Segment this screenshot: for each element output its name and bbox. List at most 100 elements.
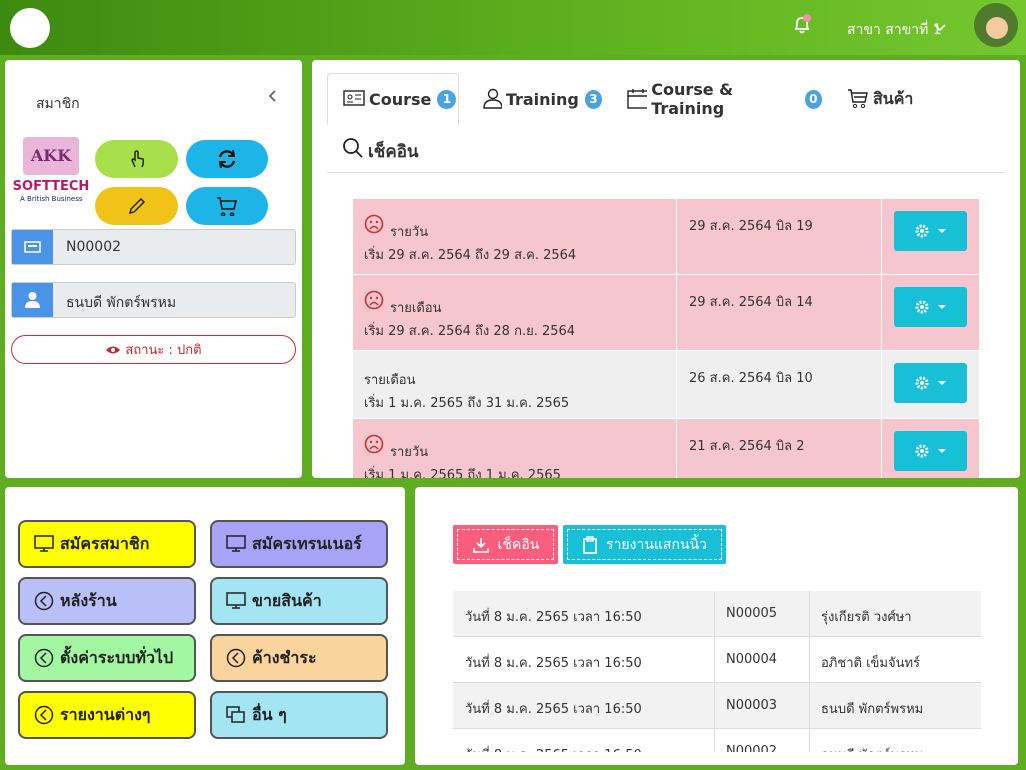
edit-button[interactable]: [95, 187, 178, 225]
chevron-down: [934, 24, 946, 32]
checkin-cell: วันที่ 8 ม.ค. 2565 เวลา 16:50: [465, 656, 642, 671]
tab[interactable]: Course 1: [327, 73, 459, 125]
course-name: รายวัน: [390, 445, 429, 460]
menu-button[interactable]: ตั้งค่าระบบทั่วไป: [18, 634, 196, 682]
tab-badge: 1: [437, 89, 457, 109]
app-logo[interactable]: [10, 8, 50, 48]
member-panel: สมาชิก AKK SOFTTECH A British Business N…: [5, 60, 302, 478]
monitor-icon: [226, 535, 246, 552]
menu-button[interactable]: ขายสินค้า: [210, 577, 388, 625]
course-row: รายเดือน เริ่ม 29 ส.ค. 2564 ถึง 28 ก.ย. 2…: [353, 275, 979, 351]
logo-letters: AKK: [23, 137, 79, 175]
member-id-field: N00002: [11, 229, 296, 265]
settings-button[interactable]: [894, 431, 967, 471]
button-frame: รายงานแสกนนิ้ว: [567, 529, 722, 560]
course-panel: Course 1 Training 3 Course & Training 0 สินค้า…: [312, 60, 1020, 478]
action-button[interactable]: เช็คอิน: [453, 525, 558, 564]
menu-panel: สมัครสมาชิก สมัครเทรนเนอร์หลังร้าน ขายสินค…: [5, 487, 405, 765]
tab-label: Course & Training: [651, 80, 734, 118]
user-icon: [483, 88, 502, 109]
cart-icon: [848, 89, 868, 109]
cell-divider: [676, 275, 677, 350]
course-period: เริ่ม 29 ส.ค. 2564 ถึง 29 ส.ค. 2564: [364, 248, 577, 263]
sad-icon: [364, 434, 384, 458]
settings-button[interactable]: [894, 363, 967, 403]
checkin-cell: วันที่ 8 ม.ค. 2565 เวลา 16:50: [465, 702, 642, 717]
bell-icon[interactable]: [792, 14, 812, 36]
menu-button[interactable]: รายงานต่างๆ: [18, 691, 196, 739]
tab-label: Training: [505, 89, 579, 109]
back-icon: [34, 705, 54, 725]
menu-button[interactable]: สมัครเทรนเนอร์: [210, 520, 388, 568]
back-icon: [34, 591, 54, 611]
company-logo: AKK SOFTTECH A British Business: [10, 135, 92, 205]
menu-button[interactable]: อื่น ๆ: [210, 691, 388, 739]
cell-divider: [676, 199, 677, 274]
menu-button[interactable]: หลังร้าน: [18, 577, 196, 625]
course-name: รายเดือน: [364, 373, 416, 388]
checkin-cell: ธนบดี พักตร์พรหม: [821, 702, 924, 717]
tab[interactable]: Training 3: [467, 73, 602, 125]
course-row: รายวันเริ่ม 29 ส.ค. 2564 ถึง 29 ส.ค. 256…: [353, 199, 979, 275]
course-period: เริ่ม 1 ม.ค. 2565 ถึง 1 ม.ค. 2565: [364, 468, 561, 478]
checkin-cell: รุ่งเกียรติ วงศ์ษา: [821, 610, 912, 625]
cell-divider: [881, 199, 882, 274]
branch-selector[interactable]: สาขา สาขาที่ 1: [847, 22, 942, 38]
cell-divider: [809, 683, 810, 729]
menu-label: อื่น ๆ: [252, 704, 287, 724]
cell-divider: [881, 351, 882, 418]
menu-label: สมัครเทรนเนอร์: [252, 533, 362, 553]
monitor-icon: [34, 535, 54, 552]
logo-brand: SOFTTECH: [12, 179, 90, 194]
course-purchase: 26 ส.ค. 2564 บิล 10: [689, 371, 813, 386]
menu-label: รายงานต่างๆ: [60, 704, 151, 724]
tab[interactable]: สินค้า: [832, 73, 922, 125]
checkin-cell: N00005: [726, 606, 778, 621]
checkin-row: วันที่ 8 ม.ค. 2565 เวลา 16:50 N00004 อภิชา…: [453, 637, 981, 683]
checkin-cell: N00003: [726, 698, 778, 713]
settings-button[interactable]: [894, 287, 967, 327]
checkin-row: วันที่ 8 ม.ค. 2565 เวลา 16:50 N00003 ธนบดี…: [453, 683, 981, 729]
tab-badge: 0: [804, 89, 822, 109]
tab[interactable]: Course & Training 0: [612, 73, 822, 125]
tab-label: Course: [369, 89, 432, 109]
checkin-cell: อภิชาติ เข็มจันทร์: [821, 656, 921, 671]
course-purchase: 29 ส.ค. 2564 บิล 14: [689, 295, 813, 310]
course-name: รายเดือน: [390, 301, 442, 316]
course-row: รายวันเริ่ม 1 ม.ค. 2565 ถึง 1 ม.ค. 2565 2…: [353, 419, 979, 478]
checkin-cell: วันที่ 8 ม.ค. 2565 เวลา 16:50: [465, 744, 642, 752]
sad-icon: [364, 214, 384, 238]
menu-label: ค้างชำระ: [252, 647, 317, 667]
button-frame: เช็คอิน: [457, 529, 554, 560]
action-button[interactable]: รายงานแสกนนิ้ว: [563, 525, 726, 564]
course-purchase: 21 ส.ค. 2564 บิล 2: [689, 439, 805, 454]
windows-icon: [226, 706, 245, 723]
cell-divider: [881, 275, 882, 350]
fingerprint-button[interactable]: [95, 140, 178, 178]
menu-button[interactable]: สมัครสมาชิก: [18, 520, 196, 568]
cell-divider: [676, 419, 677, 478]
checkin-cell: N00004: [726, 652, 778, 667]
divider: [327, 172, 1005, 173]
checkin-row: วันที่ 8 ม.ค. 2565 เวลา 16:50 N00002 ธนบดี…: [453, 729, 981, 752]
refresh-button[interactable]: [186, 140, 268, 178]
status-text: สถานะ : ปกติ: [125, 343, 202, 358]
search-label[interactable]: เช็คอิน: [368, 142, 419, 162]
avatar[interactable]: [974, 3, 1018, 47]
menu-button[interactable]: ค้างชำระ: [210, 634, 388, 682]
course-purchase: 29 ส.ค. 2564 บิล 19: [689, 219, 813, 234]
cart-button[interactable]: [186, 187, 268, 225]
button-label: รายงานแสกนนิ้ว: [606, 536, 707, 553]
cell-divider: [714, 683, 715, 729]
id-icon: [12, 230, 53, 264]
checkin-table: วันที่ 8 ม.ค. 2565 เวลา 16:50 N00005 รุ่งเ…: [453, 591, 981, 752]
settings-button[interactable]: [894, 211, 967, 251]
course-period: เริ่ม 1 ม.ค. 2565 ถึง 31 ม.ค. 2565: [364, 396, 570, 411]
course-name: รายวัน: [390, 225, 429, 240]
checkin-cell: ธนบดี พักตร์พรหม: [821, 744, 923, 752]
collapse-button[interactable]: [267, 89, 277, 103]
cell-divider: [809, 591, 810, 637]
checkin-cell: วันที่ 8 ม.ค. 2565 เวลา 16:50: [465, 610, 642, 625]
calendar-icon: [627, 89, 648, 109]
